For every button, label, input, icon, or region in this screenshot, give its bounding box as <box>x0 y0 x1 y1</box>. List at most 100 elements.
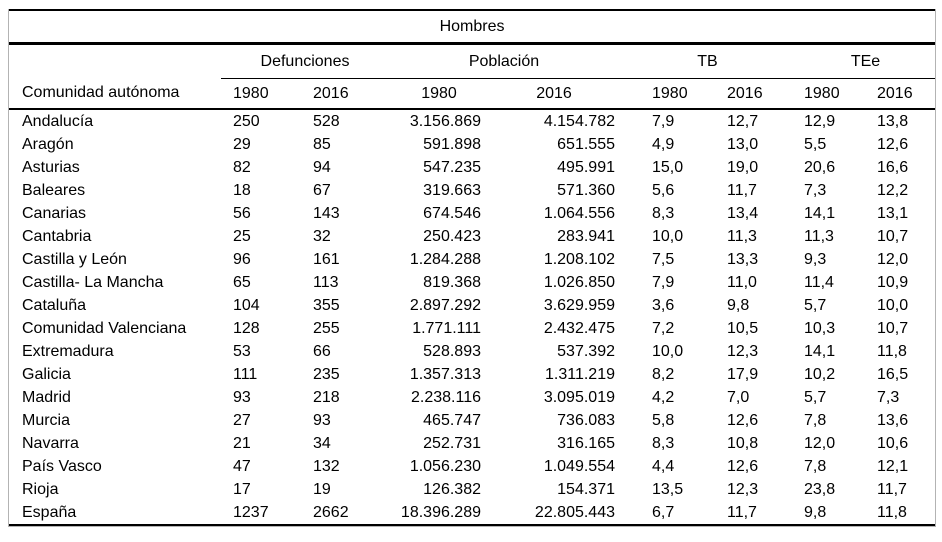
value-cell: 12,0 <box>877 250 909 268</box>
region-name-cell: Rioja <box>22 480 59 498</box>
value-cell: 93 <box>233 388 251 406</box>
value-cell: 250.423 <box>423 227 481 245</box>
region-name-cell: Galicia <box>22 365 71 383</box>
value-cell: 22.805.443 <box>534 503 615 521</box>
value-cell: 1237 <box>233 503 269 521</box>
value-cell: 10,0 <box>652 227 684 245</box>
value-cell: 21 <box>233 434 251 452</box>
value-cell: 104 <box>233 296 260 314</box>
value-cell: 11,7 <box>727 503 757 521</box>
value-cell: 10,0 <box>652 342 684 360</box>
value-cell: 7,5 <box>652 250 675 268</box>
value-cell: 11,3 <box>727 227 757 245</box>
value-cell: 8,3 <box>652 434 675 452</box>
region-name-cell: España <box>22 503 77 521</box>
value-cell: 571.360 <box>557 181 615 199</box>
value-cell: 674.546 <box>423 204 481 222</box>
year-header-tee-1980: 1980 <box>796 78 869 110</box>
value-cell: 250 <box>233 112 260 130</box>
value-cell: 537.392 <box>557 342 615 360</box>
value-cell: 11,3 <box>804 227 834 245</box>
value-cell: 11,8 <box>877 503 907 521</box>
value-cell: 1.056.230 <box>409 457 481 475</box>
value-cell: 29 <box>233 135 251 153</box>
group-header-row: Defunciones Población TB TEe <box>9 43 936 79</box>
value-cell: 143 <box>313 204 340 222</box>
table-row: Cataluña 104 355 2.897.292 3.629.959 3,6 9,8 5,… <box>9 294 935 317</box>
value-cell: 5,6 <box>652 181 675 199</box>
region-name-cell: Comunidad Valenciana <box>22 319 187 337</box>
value-cell: 7,9 <box>652 273 675 291</box>
value-cell: 132 <box>313 457 340 475</box>
value-cell: 10,6 <box>877 434 909 452</box>
value-cell: 154.371 <box>557 480 615 498</box>
value-cell: 1.284.288 <box>409 250 481 268</box>
table-title: Hombres <box>9 9 936 45</box>
year-header-tb-1980: 1980 <box>619 78 714 110</box>
value-cell: 4.154.782 <box>543 112 615 130</box>
region-name-cell: Aragón <box>22 135 74 153</box>
value-cell: 5,7 <box>804 388 827 406</box>
value-cell: 128 <box>233 319 260 337</box>
region-name-cell: Extremadura <box>22 342 114 360</box>
value-cell: 13,6 <box>877 411 909 429</box>
value-cell: 528.893 <box>423 342 481 360</box>
value-cell: 12,7 <box>727 112 759 130</box>
table-row: Baleares 18 67 319.663 571.360 5,6 11,7 7,3 12,2 <box>9 179 935 202</box>
table-row: Rioja 17 19 126.382 154.371 13,5 12,3 23,8 11,7 <box>9 478 935 501</box>
value-cell: 18 <box>233 181 251 199</box>
value-cell: 7,2 <box>652 319 675 337</box>
value-cell: 9,3 <box>804 250 827 268</box>
table-row: Aragón 29 85 591.898 651.555 4,9 13,0 5,5 12,6 <box>9 133 935 156</box>
table-row: País Vasco 47 132 1.056.230 1.049.554 4,4 12,6… <box>9 455 935 478</box>
value-cell: 161 <box>313 250 340 268</box>
corner-cell <box>9 44 221 79</box>
title-row: Hombres <box>9 9 936 45</box>
value-cell: 12,6 <box>727 411 759 429</box>
value-cell: 12,9 <box>804 112 836 130</box>
value-cell: 12,6 <box>877 135 909 153</box>
value-cell: 7,3 <box>877 388 900 406</box>
value-cell: 316.165 <box>557 434 615 452</box>
value-cell: 14,1 <box>804 204 836 222</box>
value-cell: 12,3 <box>727 342 759 360</box>
value-cell: 10,0 <box>877 296 909 314</box>
value-cell: 736.083 <box>557 411 615 429</box>
value-cell: 13,1 <box>877 204 909 222</box>
value-cell: 3.095.019 <box>543 388 615 406</box>
value-cell: 355 <box>313 296 340 314</box>
value-cell: 96 <box>233 250 251 268</box>
row-header-label: Comunidad autónoma <box>9 78 221 110</box>
group-header-tb: TB <box>619 43 796 79</box>
value-cell: 20,6 <box>804 158 836 176</box>
value-cell: 1.026.850 <box>543 273 615 291</box>
value-cell: 85 <box>313 135 331 153</box>
year-header-poblacion-2016: 2016 <box>489 78 619 110</box>
table-row: Murcia 27 93 465.747 736.083 5,8 12,6 7,8 13,6 <box>9 409 935 432</box>
value-cell: 56 <box>233 204 251 222</box>
table-row: Comunidad Valenciana 128 255 1.771.111 2.432… <box>9 317 935 340</box>
value-cell: 23,8 <box>804 480 836 498</box>
year-header-row: Comunidad autónoma 1980 2016 1980 2016 1… <box>9 78 936 110</box>
value-cell: 218 <box>313 388 340 406</box>
year-header-defunciones-1980: 1980 <box>221 78 301 110</box>
mortality-statistics-table: Hombres Defunciones Población TB TEe Com… <box>8 9 936 527</box>
value-cell: 3,6 <box>652 296 675 314</box>
value-cell: 12,0 <box>804 434 836 452</box>
value-cell: 9,8 <box>727 296 750 314</box>
value-cell: 319.663 <box>423 181 481 199</box>
table-row: Castilla- La Mancha 65 113 819.368 1.026.850… <box>9 271 935 294</box>
year-header-tee-2016: 2016 <box>869 78 936 110</box>
value-cell: 18.396.289 <box>400 503 481 521</box>
value-cell: 19,0 <box>727 158 759 176</box>
group-header-tee: TEe <box>796 43 936 79</box>
region-name-cell: Asturias <box>22 158 80 176</box>
value-cell: 10,9 <box>877 273 909 291</box>
value-cell: 113 <box>313 273 339 291</box>
year-header-defunciones-2016: 2016 <box>301 78 389 110</box>
data-table: Hombres Defunciones Población TB TEe Com… <box>9 9 936 526</box>
value-cell: 1.357.313 <box>409 365 481 383</box>
value-cell: 82 <box>233 158 251 176</box>
value-cell: 5,7 <box>804 296 827 314</box>
value-cell: 6,7 <box>652 503 675 521</box>
